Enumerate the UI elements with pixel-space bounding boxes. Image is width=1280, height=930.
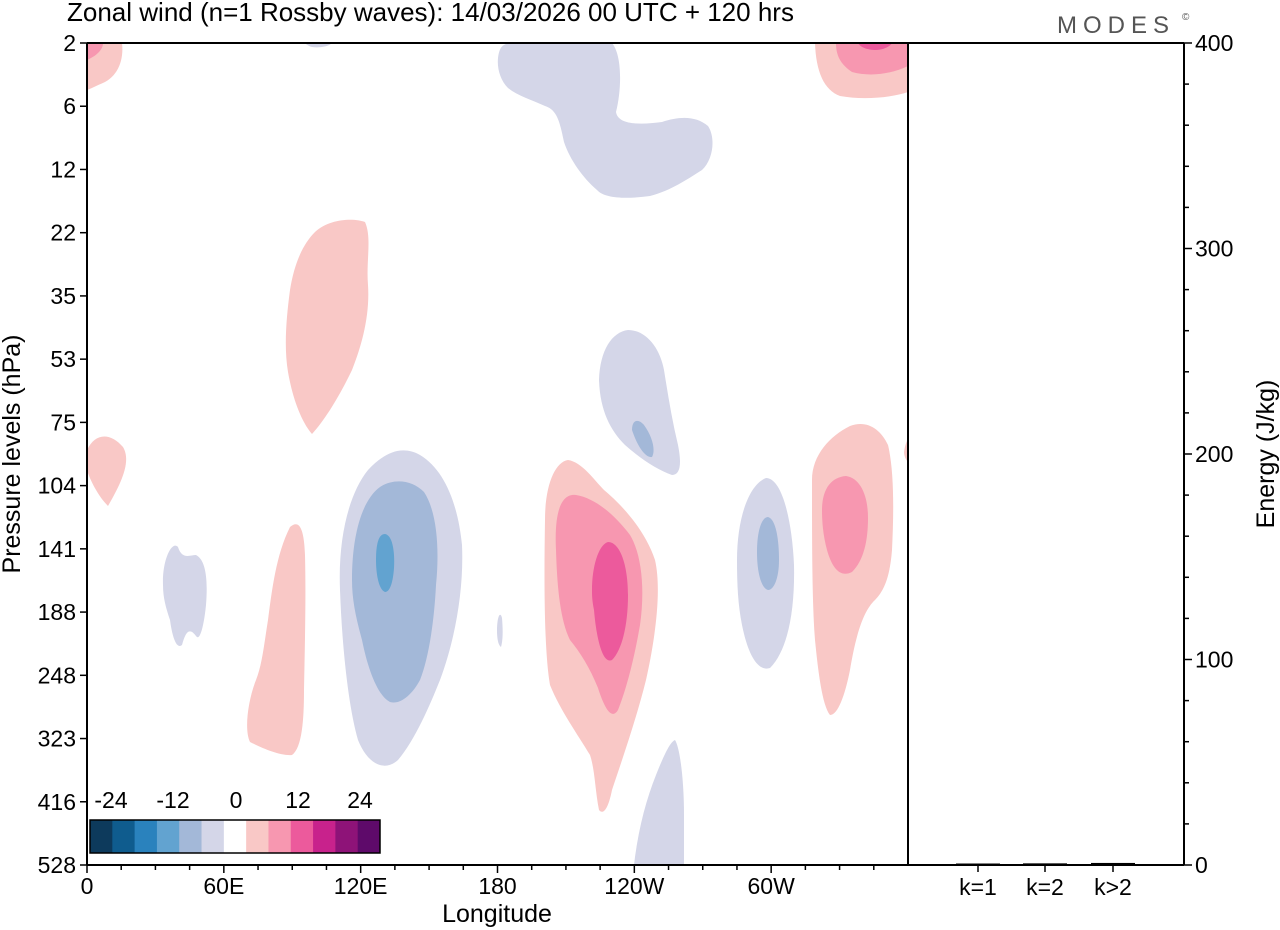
contour-neg-180 [497,614,503,647]
energy-axis-ticks: 0 100 200 300 400 [1184,30,1233,878]
y-tick-label: 188 [38,599,76,625]
y-axis-title: Pressure levels (hPa) [0,335,26,574]
colorbar-swatch [134,820,158,853]
y-tick-label: 141 [38,536,76,562]
x-axis-title: Longitude [442,900,552,928]
colorbar-swatch [223,820,247,853]
energy-bar [1091,862,1135,865]
x-tick-label: 120E [334,873,388,899]
contour-pos-85e [247,524,306,756]
contour-neg-bottom [634,740,684,865]
energy-bars [956,862,1135,865]
y-axis-ticks: 2 6 12 22 35 53 75 104 141 188 248 323 416 528 [38,30,87,878]
contour-pos-30w-inner [822,476,868,574]
energy-tick-label: 0 [1195,852,1208,878]
colorbar-label: -24 [94,787,127,813]
colorbar-swatch [357,820,381,853]
contour-neg-40e [162,545,207,646]
contour-neg-125w [599,330,680,475]
y-tick-label: 248 [38,662,76,688]
x-tick-label: 0 [81,873,94,899]
colorbar-swatch [112,820,136,853]
y-tick-label: 6 [63,93,76,119]
energy-bar [956,863,1000,865]
contour-neg-60w-core [757,517,779,590]
y-tick-label: 53 [50,346,76,372]
colorbar-swatch [335,820,359,853]
colorbar-swatch [290,820,314,853]
contour-neg-130e-inner [352,481,438,703]
colorbar-swatch [179,820,203,853]
contour-pos-110w-core [592,542,628,661]
y-tick-label: 2 [63,30,76,56]
energy-bar [1023,863,1067,865]
x-tick-label: 60E [203,873,244,899]
colorbar-label: 24 [347,787,373,813]
x-tick-label: 60W [748,873,796,899]
colorbar-label: -12 [156,787,189,813]
contour-pos-topleft-inner [87,43,103,60]
y-tick-label: 528 [38,852,76,878]
colorbar [89,819,381,854]
colorbar-label: 12 [285,787,311,813]
energy-tick-label: 400 [1195,30,1233,56]
y-tick-label: 75 [50,409,76,435]
colorbar-swatch [268,820,292,853]
wavenumber-labels: k=1 k=2 k>2 [959,865,1132,900]
energy-tick-label: 300 [1195,236,1233,262]
contour-neg-130e-core [376,534,395,592]
y-tick-label: 416 [38,789,76,815]
y-tick-label: 35 [50,283,76,309]
y-tick-label: 104 [38,473,77,499]
energy-tick-label: 200 [1195,441,1233,467]
contour-pos-left [87,436,127,506]
contour-field [87,43,908,865]
colorbar-swatch [246,820,269,853]
chart-title: Zonal wind (n=1 Rossby waves): 14/03/202… [67,0,794,27]
contour-neg-strat [497,43,713,198]
brand-mark: © [1182,12,1190,23]
colorbar-labels: -24 -12 0 12 24 [94,787,373,813]
colorbar-border [89,819,381,854]
colorbar-swatch [90,820,113,853]
y-tick-label: 22 [50,220,76,246]
colorbar-label: 0 [230,787,243,813]
contour-pos-topright-core [858,43,892,50]
contour-pos-topright-inner [836,43,908,75]
colorbar-swatch [201,820,225,853]
colorbar-swatch [156,820,180,853]
contour-neg-top-small [305,43,332,48]
energy-tick-label: 100 [1195,647,1233,673]
colorbar-swatch [313,820,336,853]
y-tick-label: 12 [50,156,76,182]
energy-axis-title: Energy (J/kg) [1252,380,1280,529]
brand-logo: MODES [1057,12,1175,39]
x-tick-label: 180 [478,873,516,899]
wavenumber-label: k=2 [1026,874,1064,900]
y-tick-label: 323 [38,726,76,752]
contour-pos-strat [285,219,369,434]
x-tick-label: 120W [604,873,664,899]
wavenumber-label: k>2 [1094,874,1132,900]
contour-neg-125w-core [632,420,654,458]
wavenumber-label: k=1 [959,874,997,900]
x-axis-ticks: 0 60E 120E 180 120W 60W [81,865,875,899]
